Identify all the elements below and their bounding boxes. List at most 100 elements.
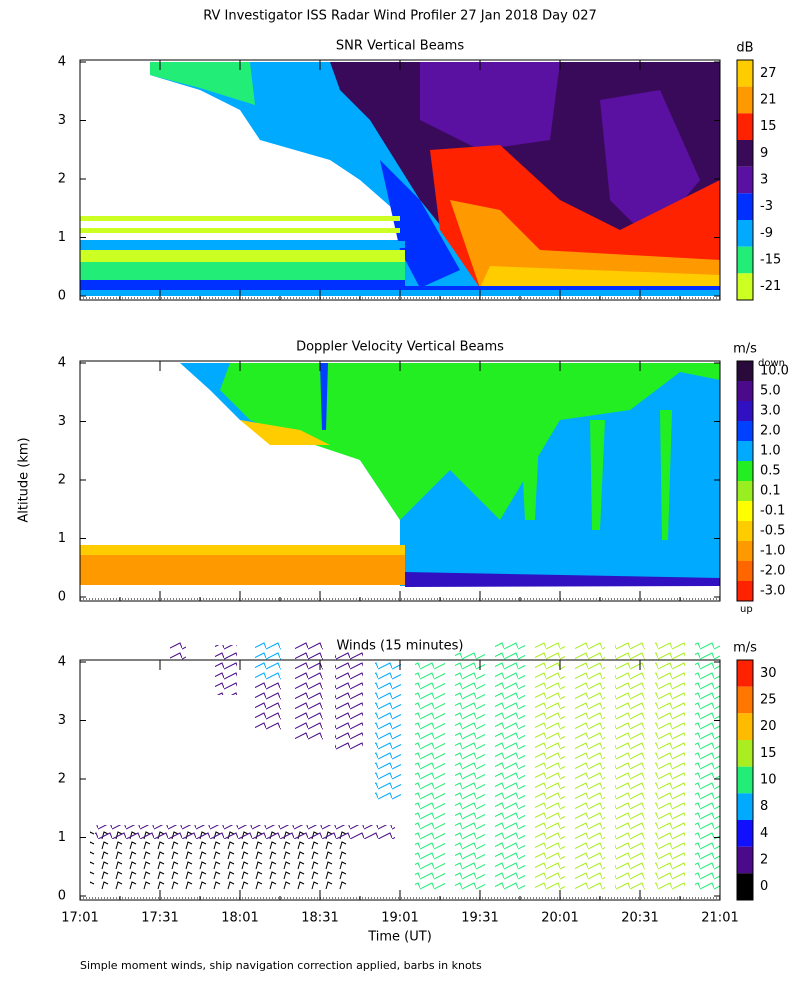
y-tick-label: 0 — [58, 590, 66, 605]
colorbar-band — [737, 793, 753, 820]
y-tick-label: 2 — [58, 172, 66, 187]
colorbar-unit: dB — [736, 41, 753, 56]
x-tick-label: 18:31 — [301, 911, 338, 926]
colorbar-band — [737, 873, 753, 900]
wind-barbs — [90, 640, 720, 890]
x-tick-label: 19:31 — [461, 911, 498, 926]
x-tick-label: 17:01 — [61, 911, 98, 926]
colorbar-band — [737, 581, 753, 601]
y-tick-label: 4 — [58, 655, 66, 670]
x-tick-label: 17:31 — [141, 911, 178, 926]
colorbar-band — [737, 660, 753, 687]
colorbar-band — [737, 421, 753, 441]
colorbar-band — [737, 740, 753, 767]
colorbar-band — [737, 361, 753, 381]
colorbar-tick-label: 10 — [760, 773, 777, 788]
footnote: Simple moment winds, ship navigation cor… — [80, 959, 482, 972]
colorbar-tick-label: 0 — [760, 879, 768, 894]
colorbar-tick-label: 4 — [760, 826, 768, 841]
y-tick-label: 1 — [58, 830, 66, 845]
y-tick-label: 3 — [58, 414, 66, 429]
y-tick-label: 2 — [58, 473, 66, 488]
colorbar-tick-label: -1.0 — [760, 544, 785, 559]
colorbar-bottom-label: up — [740, 604, 753, 615]
snr-field — [80, 62, 720, 296]
colorbar-band — [737, 60, 753, 87]
y-tick-label: 3 — [58, 713, 66, 728]
y-tick-label: 1 — [58, 230, 66, 245]
colorbar-tick-label: -0.1 — [760, 504, 785, 519]
colorbar-tick-label: -9 — [760, 226, 773, 241]
colorbar-tick-label: 27 — [760, 66, 777, 81]
colorbar-tick-label: 21 — [760, 93, 777, 108]
x-tick-label: 20:01 — [541, 911, 578, 926]
y-tick-label: 4 — [58, 55, 66, 70]
x-tick-label: 20:31 — [621, 911, 658, 926]
colorbar-tick-label: 3 — [760, 173, 768, 188]
colorbar-band — [737, 686, 753, 714]
colorbar-tick-label: 0.1 — [760, 484, 781, 499]
colorbar-tick-label: 9 — [760, 146, 768, 161]
colorbar-band — [737, 521, 753, 541]
colorbar-frame — [736, 59, 754, 301]
colorbar-band — [737, 766, 753, 794]
colorbar-band — [737, 501, 753, 521]
x-tick-label: 19:01 — [381, 911, 418, 926]
colorbar-tick-label: 8 — [760, 799, 768, 814]
colorbar-band — [737, 381, 753, 401]
colorbar-tick-label: -3.0 — [760, 584, 785, 599]
y-tick-label: 1 — [58, 531, 66, 546]
panel-title: Winds (15 minutes) — [336, 639, 463, 654]
y-tick-label: 0 — [58, 889, 66, 904]
colorbar-band — [737, 86, 753, 114]
colorbar-band — [737, 820, 753, 847]
colorbar-tick-label: 25 — [760, 693, 777, 708]
colorbar-tick-label: -2.0 — [760, 564, 785, 579]
colorbar-top-label: down — [758, 358, 785, 369]
colorbar-unit: m/s — [733, 342, 757, 357]
colorbar-band — [737, 220, 753, 247]
colorbar-band — [737, 113, 753, 140]
colorbar-band — [737, 441, 753, 461]
colorbar-tick-label: 15 — [760, 119, 777, 134]
colorbar-tick-label: -3 — [760, 199, 773, 214]
colorbar-band — [737, 273, 753, 300]
colorbar-band — [737, 846, 753, 874]
colorbar-band — [737, 166, 753, 194]
panel-title: SNR Vertical Beams — [336, 39, 464, 54]
colorbar-unit: m/s — [733, 641, 757, 656]
colorbar-frame — [736, 659, 754, 901]
y-tick-label: 0 — [58, 289, 66, 304]
colorbar-band — [737, 561, 753, 581]
colorbar-tick-label: 5.0 — [760, 384, 781, 399]
figure-title: RV Investigator ISS Radar Wind Profiler … — [203, 9, 597, 24]
y-axis-label: Altitude (km) — [17, 437, 32, 522]
x-axis-label: Time (UT) — [367, 930, 432, 945]
y-tick-label: 2 — [58, 772, 66, 787]
colorbar-tick-label: -21 — [760, 279, 781, 294]
colorbar-tick-label: 2.0 — [760, 424, 781, 439]
colorbar-tick-label: 2 — [760, 853, 768, 868]
colorbar-band — [737, 140, 753, 167]
colorbar-tick-label: 3.0 — [760, 404, 781, 419]
x-tick-label: 21:01 — [701, 911, 738, 926]
colorbar-band — [737, 461, 753, 481]
colorbar-band — [737, 246, 753, 274]
x-tick-label: 18:01 — [221, 911, 258, 926]
colorbar-band — [737, 193, 753, 220]
colorbar-tick-label: -15 — [760, 253, 781, 268]
y-tick-label: 4 — [58, 356, 66, 371]
colorbar-tick-label: 0.5 — [760, 464, 781, 479]
colorbar-tick-label: 30 — [760, 666, 777, 681]
colorbar-band — [737, 481, 753, 501]
colorbar-frame — [736, 360, 754, 602]
colorbar-band — [737, 713, 753, 740]
colorbar-tick-label: 10.0 — [760, 364, 789, 379]
y-tick-label: 3 — [58, 113, 66, 128]
doppler-field — [80, 363, 720, 587]
colorbar-tick-label: 15 — [760, 746, 777, 761]
colorbar-band — [737, 401, 753, 421]
colorbar-tick-label: 1.0 — [760, 444, 781, 459]
colorbar-tick-label: 20 — [760, 719, 777, 734]
